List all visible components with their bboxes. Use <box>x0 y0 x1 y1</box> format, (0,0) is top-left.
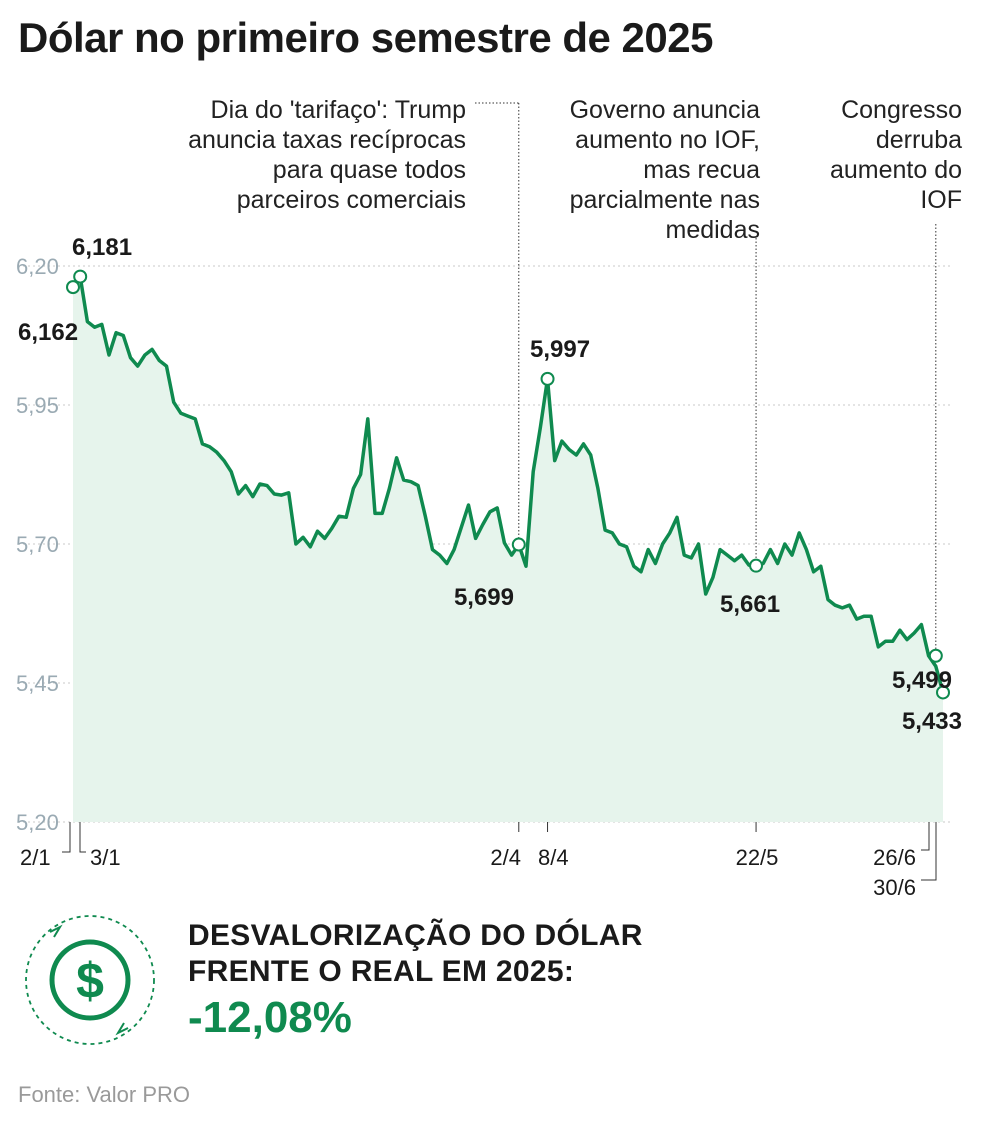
source-note: Fonte: Valor PRO <box>18 1082 190 1107</box>
data-label: 6,181 <box>72 234 132 261</box>
annotation-line: para quase todos <box>273 156 466 184</box>
series-line <box>71 274 945 693</box>
annotation-line: aumento do <box>830 156 962 184</box>
summary-label-line1: DESVALORIZAÇÃO DO DÓLAR <box>188 919 643 952</box>
highlight-markers <box>66 269 950 700</box>
annotations: Dia do 'tarifaço': Trump anuncia taxas re… <box>188 96 962 244</box>
x-tick <box>921 822 930 851</box>
x-tick-label: 26/6 <box>873 845 916 870</box>
data-label: 5,997 <box>530 336 590 363</box>
data-point-marker <box>511 537 526 552</box>
x-tick <box>79 822 86 853</box>
data-point-marker <box>936 685 950 700</box>
data-labels: 6,162 6,181 5,699 5,997 5,661 5,499 5,433 <box>18 234 962 735</box>
y-tick-label: 5,95 <box>16 393 59 418</box>
annotation-text: Dia do 'tarifaço': Trump anuncia taxas re… <box>188 96 466 214</box>
annotation-line: parceiros comerciais <box>237 186 466 214</box>
x-tick <box>62 822 71 853</box>
y-tick-label: 5,20 <box>16 810 59 835</box>
y-tick-label: 5,45 <box>16 671 59 696</box>
annotation-line: anuncia taxas recíprocas <box>188 126 466 154</box>
annotation-text: Governo anuncia aumento no IOF, mas recua p… <box>570 96 761 244</box>
x-tick-label: 8/4 <box>538 845 569 870</box>
data-label: 5,661 <box>720 591 780 618</box>
annotation-leader-lines <box>475 102 937 660</box>
y-tick-label: 5,70 <box>16 532 59 557</box>
x-axis-labels: 2/1 3/1 2/4 8/4 22/5 26/6 30/6 <box>20 845 916 900</box>
dollar-line-chart: 5,20 5,45 5,70 5,95 6,20 2/1 3/1 2/4 8/4 22/5 26/… <box>16 96 962 900</box>
x-tick-label: 2/1 <box>20 845 51 870</box>
y-tick-label: 6,20 <box>16 254 59 279</box>
data-label: 5,433 <box>902 708 962 735</box>
annotation-line: Dia do 'tarifaço': Trump <box>211 96 466 124</box>
annotation-line: aumento no IOF, <box>575 126 760 154</box>
data-point-marker <box>928 648 943 663</box>
x-tick-label: 3/1 <box>90 845 121 870</box>
x-tick <box>921 822 937 881</box>
annotation-line: IOF <box>920 186 962 214</box>
annotation-line: Congresso <box>841 96 962 124</box>
dollar-sign-icon: $ <box>76 953 104 1009</box>
annotation-text: Congresso derruba aumento do IOF <box>830 96 962 214</box>
annotation-line: derruba <box>876 126 962 154</box>
annotation-line: mas recua <box>643 156 760 184</box>
data-label: 6,162 <box>18 319 78 346</box>
data-label: 5,499 <box>892 667 952 694</box>
annotation-line: parcialmente nas <box>570 186 760 214</box>
data-point-marker <box>540 371 555 386</box>
data-point-marker <box>73 269 88 284</box>
x-axis-ticks <box>62 822 937 881</box>
y-axis-labels: 5,20 5,45 5,70 5,95 6,20 <box>16 254 59 835</box>
summary-label-line2: FRENTE O REAL EM 2025: <box>188 955 575 988</box>
summary-value: -12,08% <box>188 993 352 1042</box>
annotation-line: Governo anuncia <box>570 96 761 124</box>
dollar-cycle-icon: $ <box>20 910 160 1050</box>
chart-title: Dólar no primeiro semestre de 2025 <box>18 14 713 61</box>
x-tick-label: 22/5 <box>736 845 779 870</box>
annotation-line: medidas <box>666 216 761 244</box>
summary-block: DESVALORIZAÇÃO DO DÓLAR FRENTE O REAL EM… <box>188 918 643 1044</box>
x-tick-label: 30/6 <box>873 875 916 900</box>
data-label: 5,699 <box>454 584 514 611</box>
data-point-marker <box>749 558 764 573</box>
x-tick-label: 2/4 <box>490 845 521 870</box>
data-point-marker <box>66 280 80 295</box>
